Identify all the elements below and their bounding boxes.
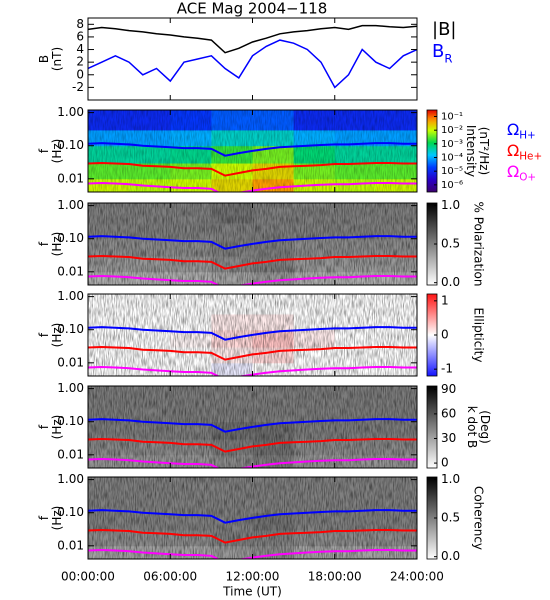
colorbar-label: (nT²/Hz) — [477, 127, 491, 175]
colorbar-tick-label: 0.5 — [441, 237, 460, 251]
y-tick-label: 1.00 — [57, 105, 84, 119]
legend-label: ΩO+ — [507, 162, 536, 184]
colorbar-tick-label: 60 — [441, 406, 456, 420]
plot-area — [88, 110, 417, 192]
gyrofrequency-line — [88, 142, 417, 157]
colorbar — [426, 385, 438, 469]
plot-area — [88, 294, 417, 376]
colorbar-tick-label: 10⁻⁴ — [441, 153, 463, 164]
y-tick-label: 0.01 — [57, 264, 84, 278]
colorbar-tick-label: 30 — [441, 431, 456, 445]
colorbar-label: (Deg) — [478, 410, 492, 444]
legend-label: ΩH+ — [507, 120, 536, 142]
chart-title: ACE Mag 2004−118 — [177, 0, 328, 18]
y-tick-label: 1.00 — [57, 381, 84, 395]
y-tick-label: 2 — [76, 55, 84, 69]
y-tick-label: -2 — [72, 80, 84, 94]
y-axis-label: (Hz) — [50, 506, 64, 531]
y-axis-label: (Hz) — [50, 415, 64, 440]
colorbar-tick-label: 1.0 — [441, 472, 460, 486]
colorbar-tick-label: 0.5 — [441, 511, 460, 525]
y-axis-label: f — [37, 241, 51, 246]
plot-area — [88, 24, 417, 89]
y-tick-label: 0.10 — [57, 414, 84, 428]
gyrofrequency-line — [88, 254, 417, 270]
y-axis-label: f — [37, 332, 51, 337]
y-tick-label: 8 — [76, 17, 84, 31]
colorbar-tick-label: 0 — [441, 456, 449, 470]
colorbar-label: Intensity — [464, 125, 478, 177]
y-tick-label: 0.01 — [57, 171, 84, 185]
y-tick-label: 0.10 — [57, 138, 84, 152]
y-tick-label: 0.10 — [57, 322, 84, 336]
gyrofrequency-line — [88, 161, 417, 177]
y-tick-label: 0.10 — [57, 505, 84, 519]
legend-label: |B| — [432, 19, 456, 40]
colorbar-tick-label: 10⁻¹ — [441, 112, 463, 123]
gyrofrequency-line — [88, 235, 417, 250]
gyrofrequency-line — [88, 437, 417, 453]
colorbar-tick-label: 10⁻⁶ — [441, 180, 463, 191]
x-tick-label: 00:00:00 — [61, 570, 115, 584]
colorbar-label: k dot B — [465, 406, 479, 448]
y-tick-label: 0.01 — [57, 447, 84, 461]
y-axis-label: f — [37, 148, 51, 153]
colorbar-tick-label: 10⁻² — [441, 125, 463, 136]
y-axis-label: (Hz) — [50, 323, 64, 348]
colorbar-tick-label: 1.0 — [441, 198, 460, 212]
colorbar-tick-label: 0.0 — [441, 275, 460, 289]
x-tick-label: 18:00:00 — [308, 570, 362, 584]
gyrofrequency-line — [88, 528, 417, 544]
plot-area — [88, 203, 417, 285]
legend-label: ΩHe+ — [507, 141, 542, 163]
y-tick-label: 1.00 — [57, 472, 84, 486]
gyrofrequency-line — [88, 418, 417, 433]
plot-area — [88, 477, 417, 559]
y-tick-label: 0.01 — [57, 355, 84, 369]
colorbar-label: Ellipticity — [472, 308, 486, 363]
plot-frame — [87, 17, 418, 101]
colorbar-tick-label: 90 — [441, 382, 456, 396]
colorbar-tick-label: 0.0 — [441, 549, 460, 563]
colorbar-label: Coherency — [472, 486, 486, 550]
colorbar-tick-label: 0 — [441, 328, 449, 342]
y-tick-label: 1.00 — [57, 289, 84, 303]
plot-area — [88, 386, 417, 468]
y-axis-label: f — [37, 515, 51, 520]
y-axis-label: (nT) — [50, 47, 64, 71]
gyrofrequency-line — [88, 509, 417, 524]
y-tick-label: 4 — [76, 42, 84, 56]
y-tick-label: 6 — [76, 29, 84, 43]
x-tick-label: 12:00:00 — [226, 570, 280, 584]
colorbar-tick-label: 10⁻³ — [441, 139, 463, 150]
x-tick-label: 24:00:00 — [390, 570, 444, 584]
y-axis-label: f — [37, 424, 51, 429]
colorbar-label: % Polarization — [472, 202, 486, 287]
colorbar-tick-label: 1 — [441, 293, 449, 307]
colorbar — [426, 109, 438, 193]
y-tick-label: 0.01 — [57, 538, 84, 552]
x-axis-label: Time (UT) — [222, 585, 282, 599]
y-tick-label: 0 — [76, 67, 84, 81]
y-tick-label: 1.00 — [57, 198, 84, 212]
y-tick-label: 0.10 — [57, 231, 84, 245]
y-axis-label: B — [37, 55, 51, 63]
colorbar-tick-label: 10⁻⁵ — [441, 166, 463, 177]
y-axis-label: (Hz) — [50, 139, 64, 164]
legend-label: BR — [432, 41, 452, 65]
gyrofrequency-line — [88, 345, 417, 361]
gyrofrequency-line — [88, 326, 417, 341]
x-tick-label: 06:00:00 — [143, 570, 197, 584]
colorbar-tick-label: -1 — [441, 362, 453, 376]
line — [88, 24, 417, 54]
y-axis-label: (Hz) — [50, 232, 64, 257]
line — [88, 39, 417, 89]
